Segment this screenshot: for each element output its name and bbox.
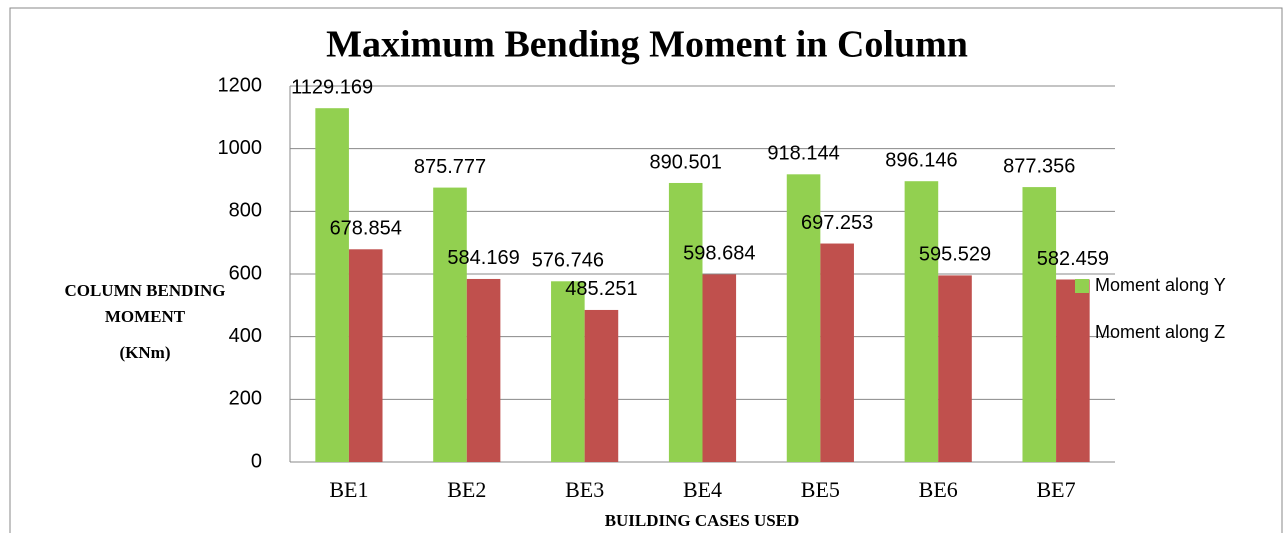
bar xyxy=(786,174,821,462)
bar xyxy=(702,274,737,462)
x-tick-label: BE3 xyxy=(565,477,604,502)
y-axis-label: COLUMN BENDING xyxy=(64,281,225,300)
y-tick-label: 800 xyxy=(229,200,262,222)
data-label: 1129.169 xyxy=(291,76,373,98)
data-label: 875.777 xyxy=(414,156,486,178)
data-label: 576.746 xyxy=(532,250,604,272)
bar xyxy=(938,275,972,462)
y-tick-label: 400 xyxy=(229,325,262,347)
data-label: 485.251 xyxy=(565,278,637,300)
y-axis-label: MOMENT xyxy=(105,307,186,326)
data-label: 890.501 xyxy=(650,151,722,173)
y-tick-label: 0 xyxy=(251,450,262,472)
x-axis-label: BUILDING CASES USED xyxy=(605,511,800,530)
chart-border xyxy=(9,7,1283,533)
data-label: 598.684 xyxy=(683,243,755,265)
bar xyxy=(315,108,349,462)
legend-label: Moment along Y xyxy=(1095,275,1226,295)
y-tick-label: 1000 xyxy=(218,137,263,159)
bar xyxy=(1022,187,1057,462)
bar xyxy=(668,182,703,462)
y-tick-label: 1200 xyxy=(218,74,263,96)
bar xyxy=(466,278,501,462)
y-tick-label: 600 xyxy=(229,262,262,284)
bar xyxy=(584,309,619,462)
data-label: 595.529 xyxy=(919,244,991,266)
bar xyxy=(433,187,467,462)
x-tick-label: BE2 xyxy=(447,477,486,502)
data-label: 697.253 xyxy=(801,212,873,234)
data-label: 896.146 xyxy=(885,149,957,171)
bar xyxy=(1056,279,1090,462)
x-tick-label: BE1 xyxy=(329,477,368,502)
x-tick-label: BE6 xyxy=(919,477,958,502)
legend-swatch xyxy=(1075,279,1089,293)
data-label: 678.854 xyxy=(330,218,402,240)
bar xyxy=(551,281,585,462)
bar xyxy=(820,243,854,462)
data-label: 584.169 xyxy=(447,247,519,269)
bar xyxy=(904,181,939,462)
chart-title: Maximum Bending Moment in Column xyxy=(326,24,968,66)
data-label: 877.356 xyxy=(1003,155,1075,177)
y-axis-label: (KNm) xyxy=(120,343,171,362)
x-tick-label: BE5 xyxy=(801,477,840,502)
bar xyxy=(348,249,383,462)
legend-label: Moment along Z xyxy=(1095,322,1225,342)
legend-swatch xyxy=(1075,326,1089,340)
data-label: 918.144 xyxy=(767,143,839,165)
data-label: 582.459 xyxy=(1037,248,1109,270)
x-tick-label: BE4 xyxy=(683,477,722,502)
x-tick-label: BE7 xyxy=(1037,477,1076,502)
y-tick-label: 200 xyxy=(229,388,262,410)
